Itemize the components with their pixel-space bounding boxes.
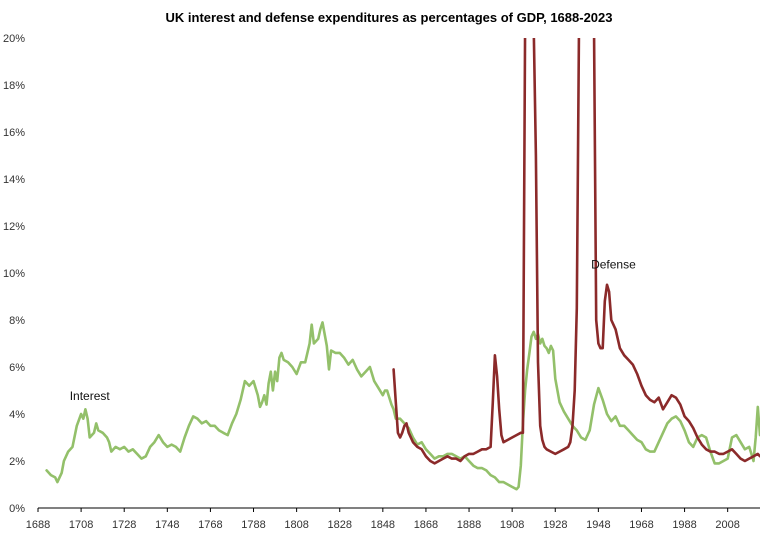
x-tick-label: 1788	[241, 519, 265, 531]
annotation-interest: Interest	[70, 389, 111, 403]
series-layer	[45, 38, 760, 491]
y-tick-label: 10%	[3, 268, 25, 280]
y-tick-label: 2%	[9, 456, 25, 468]
y-tick-label: 14%	[3, 174, 25, 186]
y-tick-label: 6%	[9, 362, 25, 374]
series-line-interest	[45, 321, 760, 491]
x-tick-label: 1948	[586, 519, 610, 531]
x-tick-label: 2008	[715, 519, 739, 531]
series-line-defense	[392, 38, 760, 465]
chart-title: UK interest and defense expenditures as …	[166, 10, 613, 25]
x-tick-label: 1708	[69, 519, 93, 531]
x-tick-label: 1768	[198, 519, 222, 531]
x-tick-label: 1748	[155, 519, 179, 531]
x-tick-label: 1968	[629, 519, 653, 531]
y-tick-label: 20%	[3, 33, 25, 45]
y-tick-label: 18%	[3, 80, 25, 92]
x-tick-label: 1908	[500, 519, 524, 531]
annotation-defense: Defense	[591, 257, 636, 271]
y-tick-label: 12%	[3, 221, 25, 233]
x-tick-label: 1828	[327, 519, 351, 531]
y-tick-label: 0%	[9, 503, 25, 515]
x-tick-label: 1728	[112, 519, 136, 531]
x-axis-ticks: 1688 1708 1728 1748 1768 1788 1808 1828 1848 1868…	[26, 508, 740, 531]
y-tick-label: 16%	[3, 127, 25, 139]
x-tick-label: 1868	[414, 519, 438, 531]
x-tick-label: 1808	[284, 519, 308, 531]
x-tick-label: 1888	[457, 519, 481, 531]
x-tick-label: 1928	[543, 519, 567, 531]
y-tick-label: 4%	[9, 409, 25, 421]
x-tick-label: 1688	[26, 519, 50, 531]
y-axis-ticks: 0% 2% 4% 6% 8% 10% 12% 14% 16% 18% 20%	[3, 33, 25, 515]
y-tick-label: 8%	[9, 315, 25, 327]
x-tick-label: 1988	[672, 519, 696, 531]
annotations: Interest Defense	[70, 257, 636, 403]
x-tick-label: 1848	[371, 519, 395, 531]
